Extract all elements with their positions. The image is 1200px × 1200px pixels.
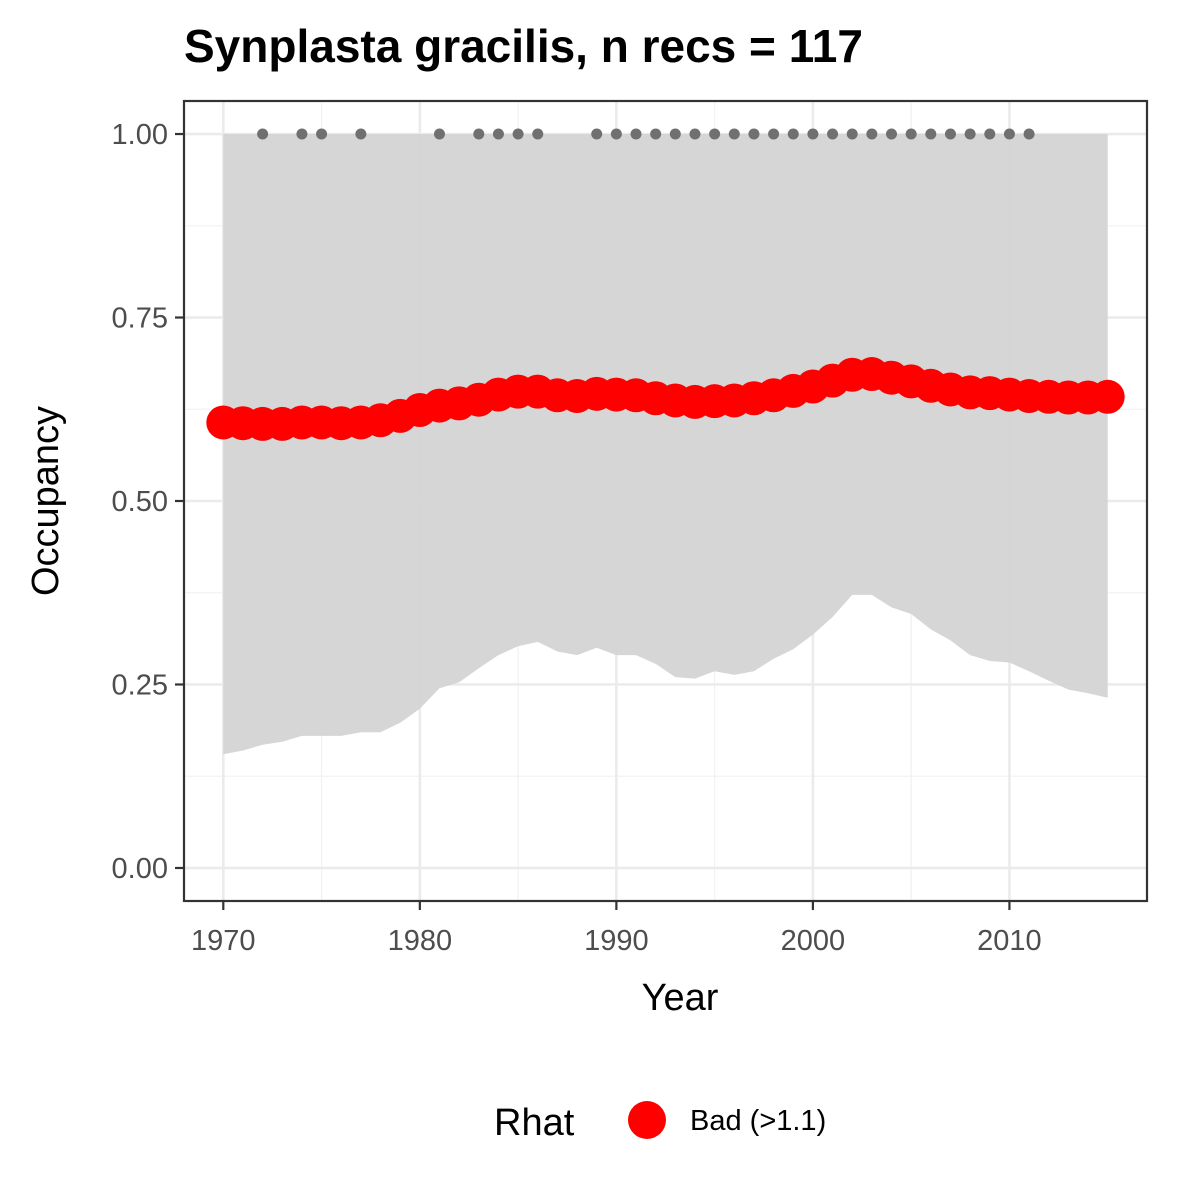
occupancy-series — [206, 357, 1125, 441]
record-point — [473, 128, 485, 140]
record-point — [316, 128, 328, 140]
record-point — [846, 128, 858, 140]
record-point — [257, 128, 269, 140]
y-tick-label: 0.75 — [112, 303, 168, 335]
record-point — [866, 128, 878, 140]
record-points — [257, 128, 1035, 140]
chart-title: Synplasta gracilis, n recs = 117 — [184, 20, 863, 72]
x-tick-label: 2010 — [977, 925, 1042, 957]
x-axis-title: Year — [642, 977, 719, 1019]
x-tick-label: 1970 — [191, 925, 256, 957]
legend-key-bad — [628, 1101, 666, 1139]
record-point — [296, 128, 308, 140]
x-tick-label: 1990 — [584, 925, 649, 957]
y-tick-label: 1.00 — [112, 119, 168, 151]
legend-title: Rhat — [494, 1102, 575, 1144]
legend: Rhat Bad (>1.1) — [494, 1101, 826, 1144]
occupancy-point — [1090, 379, 1125, 414]
confidence-ribbon — [223, 134, 1108, 755]
record-point — [944, 128, 956, 140]
record-point — [964, 128, 976, 140]
record-point — [1023, 128, 1035, 140]
y-axis: 0.00 0.25 0.50 0.75 1.00 — [112, 119, 184, 885]
record-point — [669, 128, 681, 140]
record-point — [689, 128, 701, 140]
record-point — [886, 128, 898, 140]
x-axis: 1970 1980 1990 2000 2010 — [191, 901, 1042, 957]
record-point — [728, 128, 740, 140]
record-point — [768, 128, 780, 140]
record-point — [591, 128, 603, 140]
record-point — [807, 128, 819, 140]
record-point — [512, 128, 524, 140]
x-tick-label: 2000 — [781, 925, 846, 957]
y-tick-label: 0.00 — [112, 853, 168, 885]
record-point — [827, 128, 839, 140]
record-point — [650, 128, 662, 140]
record-point — [532, 128, 544, 140]
record-point — [925, 128, 937, 140]
record-point — [709, 128, 721, 140]
record-point — [984, 128, 996, 140]
y-tick-label: 0.50 — [112, 486, 168, 518]
record-point — [630, 128, 642, 140]
y-tick-label: 0.25 — [112, 669, 168, 701]
record-point — [433, 128, 445, 140]
record-point — [748, 128, 760, 140]
record-point — [1003, 128, 1015, 140]
record-point — [787, 128, 799, 140]
y-axis-title: Occupancy — [25, 406, 67, 596]
record-point — [355, 128, 367, 140]
record-point — [905, 128, 917, 140]
record-point — [492, 128, 504, 140]
legend-label-bad: Bad (>1.1) — [690, 1105, 826, 1137]
x-tick-label: 1980 — [388, 925, 453, 957]
record-point — [610, 128, 622, 140]
